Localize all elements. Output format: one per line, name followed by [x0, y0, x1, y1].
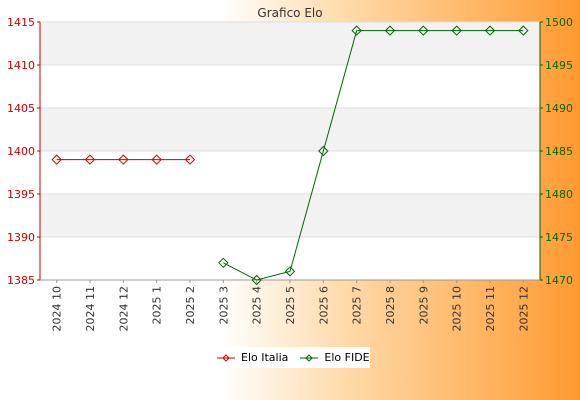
chart-legend: Elo Italia Elo FIDE	[211, 347, 370, 368]
data-point-elo-fide	[384, 25, 396, 36]
series-line-elo-fide	[223, 30, 524, 281]
plot-band	[40, 194, 540, 237]
x-tick-label: 2025 11	[484, 286, 497, 332]
x-tick-label: 2025 10	[451, 286, 464, 332]
y-right-tick-label: 1470	[545, 274, 573, 287]
data-point-elo-italia	[118, 154, 129, 165]
x-tick-label: 2025 5	[284, 286, 297, 325]
series-layer	[51, 25, 529, 286]
y-left-tick-label: 1385	[7, 274, 35, 287]
legend-item-elo-italia: Elo Italia	[217, 351, 288, 364]
data-point-elo-fide	[484, 25, 496, 36]
y-right-tick-label: 1490	[545, 102, 573, 115]
x-tick-label: 2025 2	[184, 286, 197, 325]
x-tick-label: 2025 3	[217, 286, 230, 325]
y-right-tick-label: 1500	[545, 16, 573, 29]
legend-item-elo-fide: Elo FIDE	[300, 351, 370, 364]
y-right-tick-label: 1485	[545, 145, 573, 158]
y-left-tick-label: 1410	[7, 59, 35, 72]
x-tick-label: 2024 11	[84, 286, 97, 332]
x-tick-label: 2025 6	[317, 286, 330, 325]
legend-swatch-elo-fide	[300, 353, 319, 362]
data-point-elo-fide	[418, 25, 429, 36]
data-point-elo-fide	[318, 145, 329, 157]
data-point-elo-italia	[84, 154, 96, 165]
y-right-tick-label: 1480	[545, 188, 573, 201]
y-left-tick-label: 1400	[7, 145, 35, 158]
data-point-elo-italia	[51, 154, 62, 165]
legend-swatch-elo-italia	[217, 353, 235, 362]
chart-title: Grafico Elo	[257, 6, 322, 20]
x-tick-label: 2025 12	[517, 286, 530, 332]
data-point-elo-fide	[251, 274, 262, 286]
y-left-tick-label: 1390	[7, 231, 35, 244]
data-point-elo-fide	[284, 266, 296, 277]
x-tick-label: 2025 7	[351, 286, 364, 325]
data-point-elo-fide	[518, 25, 529, 36]
y-right-tick-label: 1495	[545, 59, 573, 72]
axes	[37, 21, 543, 283]
data-point-elo-fide	[451, 25, 462, 36]
x-tick-label: 2025 4	[251, 286, 264, 325]
legend-label-elo-italia: Elo Italia	[241, 351, 289, 364]
x-tick-label: 2025 8	[384, 286, 397, 325]
data-point-elo-italia	[184, 154, 196, 165]
plot-band	[40, 22, 540, 65]
legend-label-elo-fide: Elo FIDE	[324, 351, 370, 364]
tick-labels: 1385 1390 1395 1400 1405 1410 1415 1470 1475 1480…	[7, 16, 573, 332]
x-tick-label: 2025 1	[151, 286, 164, 325]
y-left-tick-label: 1415	[7, 16, 35, 29]
data-point-elo-italia	[151, 154, 162, 165]
data-point-elo-fide	[218, 257, 229, 269]
x-tick-label: 2025 9	[417, 286, 430, 325]
y-left-tick-label: 1395	[7, 188, 35, 201]
data-point-elo-fide	[351, 25, 362, 36]
x-tick-label: 2024 10	[51, 286, 64, 332]
plot-band	[40, 108, 540, 151]
y-right-tick-label: 1475	[545, 231, 573, 244]
y-left-tick-label: 1405	[7, 102, 35, 115]
x-tick-label: 2024 12	[117, 286, 130, 332]
